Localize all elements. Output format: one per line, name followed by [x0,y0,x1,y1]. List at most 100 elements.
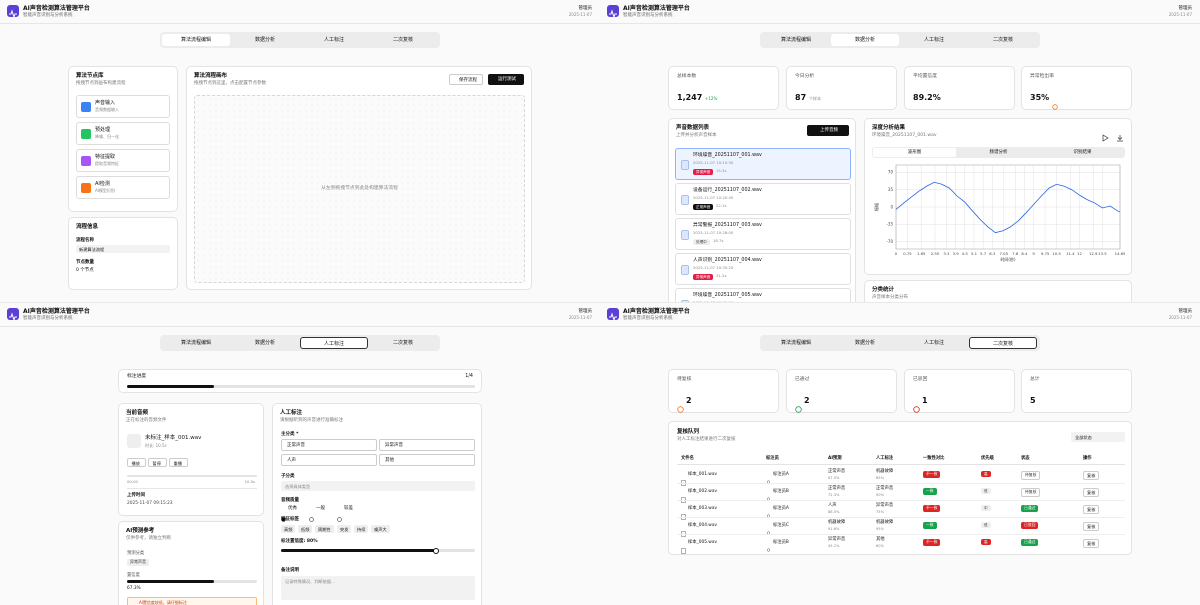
sample-item[interactable]: 环境噪音_20251107_001.wav 2025-11-07 10:15:30… [675,148,851,180]
nav-tab[interactable]: 二次复核 [969,337,1037,349]
sample-item[interactable]: 异常警报_20251107_003.wav 2025-11-07 10:28:00… [675,218,851,250]
nav-tab[interactable]: 二次复核 [392,37,413,43]
human-label: 正常声音 [876,486,894,491]
detail-tab[interactable]: 频谱分析 [989,150,1008,155]
sample-duration: 15.3s [716,168,727,173]
feature-tag[interactable]: 噪声大 [371,525,390,534]
quality-radio[interactable] [309,507,314,522]
x-tick-label: 14.65 [1115,251,1125,256]
x-tick-label: 5.1 [971,251,978,256]
node-item[interactable]: 特征提取 提取音频特征 [76,149,170,172]
note-textarea[interactable]: 记录特殊情况、判断依据... [281,576,475,600]
feature-tag[interactable]: 高频 [281,525,296,534]
file-shape [681,195,689,205]
nav-tab[interactable]: 人工标注 [923,340,944,346]
node-item[interactable]: 预处理 降噪、归一化 [76,122,170,145]
nav-tab[interactable]: 算法流程编辑 [162,34,230,46]
count-value: 0 个节点 [76,268,94,273]
nav-tab[interactable]: 数据分析 [254,37,275,43]
status-filter[interactable]: 全部状态 [1071,432,1125,442]
stat-note: 个样本 [809,95,821,101]
control-button[interactable]: 播放 [127,458,146,467]
feature-tag[interactable]: 持续 [354,525,369,534]
node-desc: 提取音频特征 [95,161,119,166]
control-button[interactable]: 暂停 [148,458,167,467]
nav-tab[interactable]: 算法流程编辑 [780,37,811,43]
ai-reference-card: AI预测参考 仅供参考，请独立判断 预测分类 异常声音 置信度 67.3% AI置信度较低，… [118,521,264,605]
nav-tab[interactable]: 二次复核 [992,37,1013,43]
category-option[interactable]: 人声 [281,454,377,466]
play-button[interactable] [1101,127,1109,142]
feature-tag[interactable]: 周期性 [315,525,334,534]
stat-label: 已通过 [795,377,810,382]
x-tick-label: 9 [1032,251,1035,256]
column-header: 一致性对比 [923,456,945,461]
confidence-slider[interactable] [281,547,475,554]
category-option[interactable]: 其他 [379,454,475,466]
review-button[interactable]: 复核 [1083,521,1100,531]
nav-tab[interactable]: 算法流程编辑 [180,340,211,346]
analysis-detail-card: 深度分析结果 环境噪音_20251107_001.wav 波形图 频谱分析 识别结果 70… [864,118,1132,275]
quality-radio[interactable] [337,507,342,522]
column-header: 状态 [1021,456,1030,461]
node-item[interactable]: 声音输入 音频数据输入 [76,95,170,118]
slider-thumb [433,547,440,554]
name-input[interactable]: 新建算法流程 [76,245,170,253]
category-option[interactable]: 异常声音 [379,439,475,451]
feature-tag[interactable]: 突发 [337,525,352,534]
review-button[interactable]: 复核 [1083,487,1100,497]
nav-tab[interactable]: 数据分析 [831,34,899,46]
progress-label: 标注进度 [127,374,147,379]
playback-track [127,475,257,477]
file-icon [681,260,689,275]
app-subtitle: 智能声音识别与分析系统 [23,315,73,321]
download-button[interactable] [1116,127,1124,142]
stat-value: 5 [1030,395,1036,405]
logo-glyph [9,9,17,19]
control-button[interactable]: 重播 [169,458,188,467]
nav-tab[interactable]: 人工标注 [923,37,944,43]
x-tick-label: 7.8 [1012,251,1019,256]
progress-count: 1/4 [465,374,473,379]
ai-label: 正常声音 [828,469,846,474]
card-subtitle: 拖拽节点到画布构建流程 [76,81,126,86]
nav-tab[interactable]: 人工标注 [323,37,344,43]
card-subtitle: 仅供参考，请独立判断 [126,535,171,541]
sample-item[interactable]: 人声识别_20251107_004.wav 2025-11-07 10:35:20… [675,253,851,285]
node-item[interactable]: AI检测 AI模型识别 [76,176,170,199]
card-title: 声音数据列表 [676,125,710,131]
sample-item[interactable]: 环境噪音_20251107_005.wav 2025-11-07 10:42:10… [675,288,851,302]
upload-button[interactable]: 上传音频 [807,125,849,136]
review-button[interactable]: 复核 [1083,538,1100,548]
detail-tab[interactable]: 波形图 [873,148,956,157]
x-tick-label: 3.3 [943,251,950,256]
quality-radio[interactable] [281,507,286,522]
feature-tag[interactable]: 低频 [298,525,313,534]
category-option[interactable]: 正常声音 [281,439,377,451]
file-icon [681,155,689,170]
y-tick-label: 70 [888,170,894,175]
review-button[interactable]: 复核 [1083,470,1100,480]
node-desc: 降噪、归一化 [95,134,119,139]
card-title: 当前音频 [126,410,149,416]
nav-tab[interactable]: 数据分析 [254,340,275,346]
nav-tab[interactable]: 二次复核 [392,340,413,346]
nav-tab[interactable]: 数据分析 [854,340,875,346]
x-tick-label: 8.4 [1021,251,1028,256]
review-button[interactable]: 复核 [1083,504,1100,514]
file-icon [681,225,689,240]
current-audio-card: 当前音频 正在标注的音频文件 未标注_样本_001.wav 时长: 10.5s 播放 暂停… [118,403,264,516]
ai-confidence: 88.5% [828,509,840,514]
detail-tab[interactable]: 识别结果 [1073,150,1092,155]
stat-value: 1,247 [677,93,703,102]
progress-card: 标注进度 1/4 [118,369,482,393]
status-icon [913,398,920,413]
nav-tab[interactable]: 人工标注 [300,337,368,349]
subcategory-select[interactable]: 选择具体类型 [281,481,475,491]
waveform-line [895,181,1121,234]
sample-item[interactable]: 设备运行_20251107_002.wav 2025-11-07 10:20:45… [675,183,851,215]
current-date: 2025-11-07 [568,11,592,17]
run-button[interactable]: 运行测试 [488,74,524,85]
save-button[interactable]: 保存流程 [449,74,483,85]
nav-tab[interactable]: 算法流程编辑 [780,340,811,346]
